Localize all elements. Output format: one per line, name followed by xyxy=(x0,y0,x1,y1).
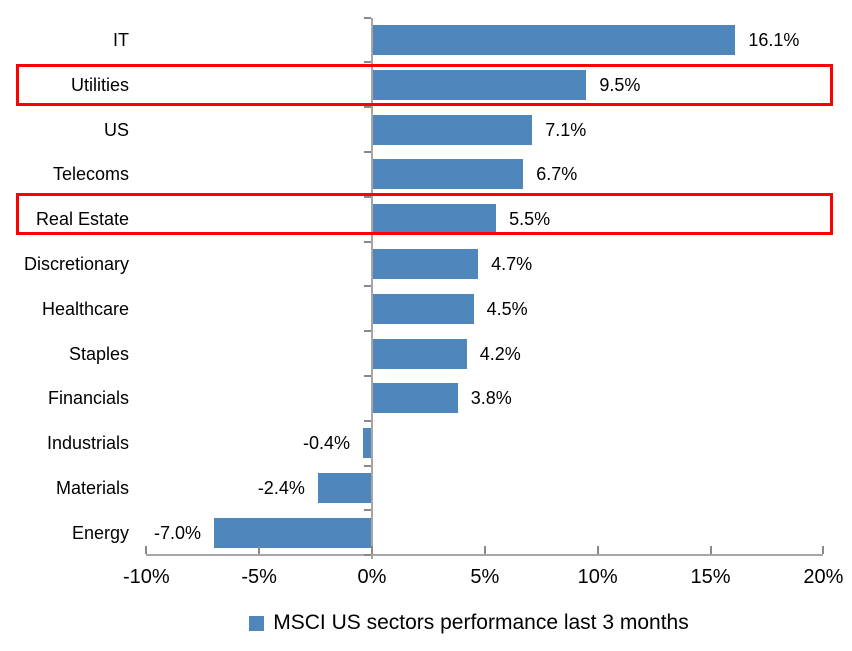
value-label: -7.0% xyxy=(153,522,202,543)
y-axis-tick xyxy=(364,554,371,557)
y-axis-tick xyxy=(364,330,371,333)
value-label: -0.4% xyxy=(302,433,350,454)
x-tick-label: 5% xyxy=(470,566,500,589)
y-axis-tick xyxy=(364,464,371,467)
value-label: 4.5% xyxy=(486,298,528,319)
y-axis-tick xyxy=(364,285,371,288)
x-tick-label: 15% xyxy=(690,566,731,589)
category-label: Real Estate xyxy=(35,209,129,230)
legend-label: MSCI US sectors performance last 3 month… xyxy=(273,611,689,634)
x-axis-tick xyxy=(145,546,148,555)
category-label: Industrials xyxy=(46,433,129,454)
highlight-box xyxy=(16,63,833,106)
category-label: Discretionary xyxy=(23,253,129,274)
bar xyxy=(372,159,524,190)
category-label: Materials xyxy=(55,477,129,498)
bar xyxy=(372,24,736,55)
value-label: -2.4% xyxy=(257,477,305,498)
category-label: IT xyxy=(113,29,129,50)
y-axis-tick xyxy=(364,419,371,422)
bar xyxy=(372,204,497,235)
y-axis-tick xyxy=(364,240,371,243)
x-axis-tick xyxy=(596,546,599,555)
y-axis-tick xyxy=(364,509,371,512)
x-axis-tick xyxy=(709,546,712,555)
y-axis-tick xyxy=(364,61,371,64)
x-axis-tick xyxy=(822,546,825,555)
x-tick-label: 0% xyxy=(357,566,387,589)
bar xyxy=(372,338,467,369)
highlight-box xyxy=(16,193,833,236)
value-label: 16.1% xyxy=(748,29,800,50)
y-axis-line xyxy=(371,17,373,560)
bar xyxy=(214,517,372,548)
y-axis-tick xyxy=(364,16,371,19)
value-label: 6.7% xyxy=(536,164,578,185)
value-label: 4.7% xyxy=(491,253,533,274)
bar xyxy=(372,383,458,414)
category-label: Staples xyxy=(68,343,129,364)
bar xyxy=(372,114,533,145)
y-axis-tick xyxy=(364,150,371,153)
x-axis-tick xyxy=(258,546,261,555)
category-label: Financials xyxy=(47,388,129,409)
x-tick-label: 10% xyxy=(577,566,618,589)
x-axis-tick xyxy=(371,546,373,555)
category-label: Healthcare xyxy=(41,298,129,319)
legend: MSCI US sectors performance last 3 month… xyxy=(0,608,852,638)
value-label: 7.1% xyxy=(545,119,587,140)
x-tick-label: -5% xyxy=(241,566,277,589)
category-label: Utilities xyxy=(70,74,129,95)
value-label: 4.2% xyxy=(479,343,521,364)
x-axis-tick xyxy=(483,546,486,555)
legend-marker-icon xyxy=(249,615,265,631)
y-axis-tick xyxy=(364,195,371,198)
value-label: 9.5% xyxy=(599,74,641,95)
category-label: US xyxy=(103,119,129,140)
y-axis-tick xyxy=(364,374,371,377)
bar xyxy=(372,69,587,100)
value-label: 5.5% xyxy=(509,209,551,230)
x-tick-label: 20% xyxy=(803,566,844,589)
bar xyxy=(362,428,372,459)
bar xyxy=(372,248,479,279)
y-axis-tick xyxy=(364,106,371,109)
bar xyxy=(317,472,372,503)
x-axis-line xyxy=(146,554,824,557)
value-label: 3.8% xyxy=(470,388,512,409)
category-label: Energy xyxy=(71,522,129,543)
category-label: Telecoms xyxy=(52,164,129,185)
x-tick-label: -10% xyxy=(122,566,170,589)
bar xyxy=(372,293,474,324)
